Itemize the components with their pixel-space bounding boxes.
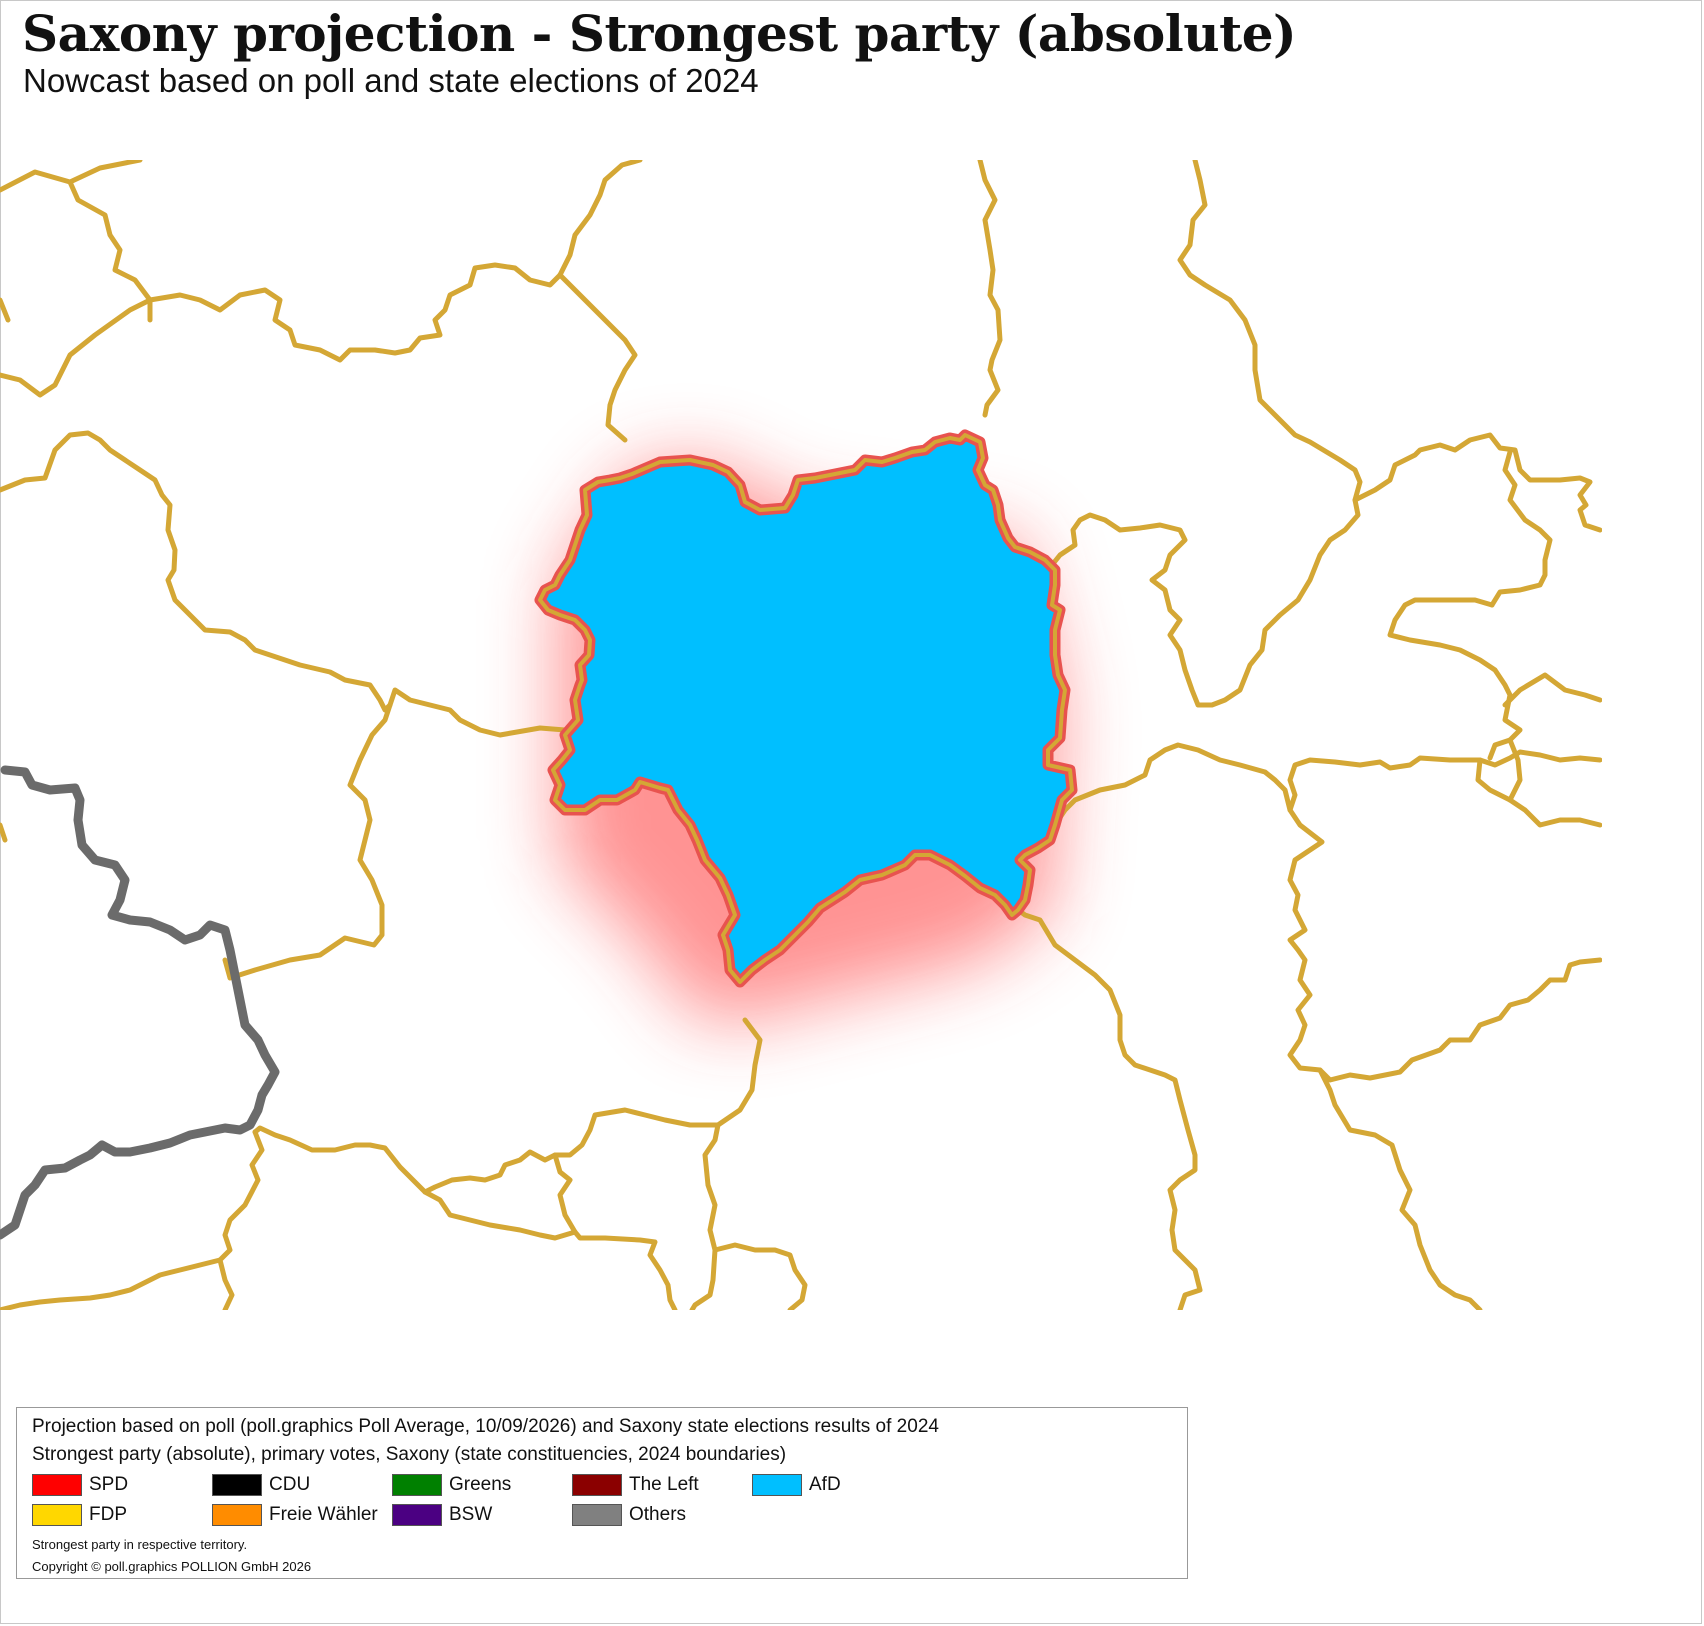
state-border	[0, 765, 280, 1240]
legend-swatch-bsw	[392, 1504, 442, 1526]
legend-item-the-left: The Left	[572, 1472, 699, 1498]
legend-swatch-greens	[392, 1474, 442, 1496]
legend-item-freie-waehler: Freie Wähler	[212, 1502, 378, 1528]
legend-item-afd: AfD	[752, 1472, 841, 1498]
legend-label: CDU	[269, 1474, 311, 1495]
legend: Projection based on poll (poll.graphics …	[16, 1407, 1188, 1579]
copyright: Copyright © poll.graphics POLLION GmbH 2…	[32, 1559, 312, 1574]
legend-swatch-freie-waehler	[212, 1504, 262, 1526]
legend-label: BSW	[449, 1504, 493, 1525]
map-subtitle: Nowcast based on poll and state election…	[23, 62, 759, 99]
legend-item-fdp: FDP	[32, 1502, 127, 1528]
legend-description-line: Strongest party (absolute), primary vote…	[32, 1444, 787, 1465]
legend-item-bsw: BSW	[392, 1502, 492, 1528]
legend-item-greens: Greens	[392, 1472, 511, 1498]
legend-label: Others	[629, 1504, 687, 1525]
legend-item-spd: SPD	[32, 1472, 128, 1498]
legend-source-line: Projection based on poll (poll.graphics …	[32, 1416, 939, 1437]
legend-label: Freie Wähler	[269, 1504, 378, 1525]
legend-label: SPD	[89, 1474, 129, 1495]
highlighted-constituency-inner-border	[538, 433, 1074, 984]
legend-swatch-afd	[752, 1474, 802, 1496]
legend-note: Strongest party in respective territory.	[32, 1537, 248, 1552]
legend-item-others: Others	[572, 1502, 686, 1528]
legend-label: AfD	[809, 1474, 841, 1495]
legend-swatch-spd	[32, 1474, 82, 1496]
legend-label: Greens	[449, 1474, 512, 1495]
constituency-map	[0, 160, 1602, 1310]
legend-swatch-the-left	[572, 1474, 622, 1496]
legend-swatch-cdu	[212, 1474, 262, 1496]
legend-label: FDP	[89, 1504, 127, 1525]
map-title: Saxony projection - Strongest party (abs…	[22, 4, 1297, 63]
legend-label: The Left	[629, 1474, 699, 1495]
legend-swatch-others	[572, 1504, 622, 1526]
legend-swatch-fdp	[32, 1504, 82, 1526]
legend-item-cdu: CDU	[212, 1472, 310, 1498]
constituency-boundaries	[0, 160, 1602, 1310]
